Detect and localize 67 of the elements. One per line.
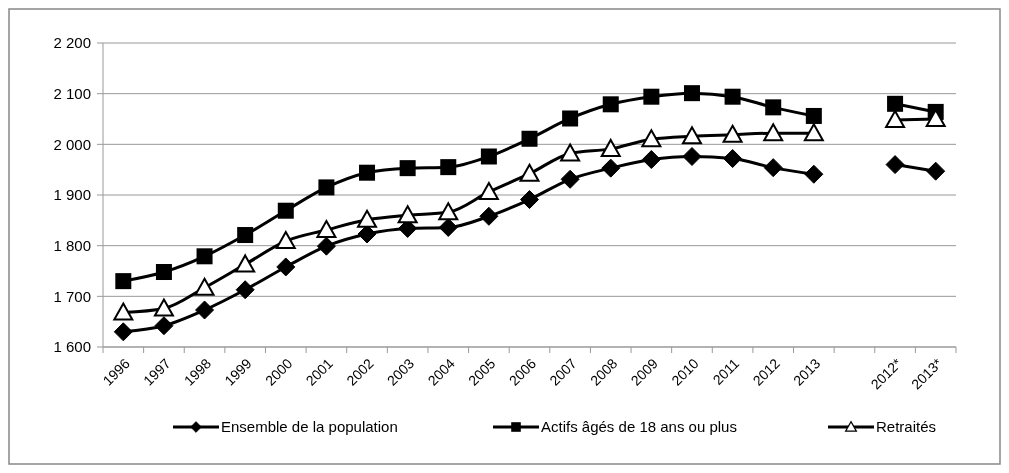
point <box>601 158 621 178</box>
point <box>438 217 458 237</box>
y-tick-label: 2 100 <box>53 84 91 102</box>
legend-label: Retraités <box>876 418 937 436</box>
y-tick-label: 2 200 <box>53 34 91 52</box>
point <box>359 164 376 181</box>
legend-label: Actifs âgés de 18 ans ou plus <box>541 418 737 436</box>
point <box>153 298 174 317</box>
point <box>113 302 134 321</box>
point <box>763 123 784 142</box>
point <box>641 150 661 170</box>
point <box>562 110 579 127</box>
point <box>765 99 782 116</box>
point <box>318 179 335 196</box>
point <box>560 143 581 162</box>
point <box>925 109 946 127</box>
point <box>154 316 174 336</box>
legend-label: Ensemble de la population <box>221 418 398 436</box>
point <box>438 202 459 221</box>
point <box>926 161 946 181</box>
point <box>682 146 702 166</box>
point <box>723 149 743 169</box>
point <box>600 138 621 157</box>
point <box>519 163 540 182</box>
point <box>521 130 538 147</box>
y-tick-label: 1 700 <box>53 287 91 305</box>
point <box>440 159 457 176</box>
point <box>316 236 336 256</box>
point <box>724 88 741 105</box>
point <box>641 129 662 148</box>
point <box>643 88 660 105</box>
point <box>113 322 133 342</box>
y-tick-label: 1 600 <box>53 338 91 356</box>
point <box>115 273 132 290</box>
point <box>804 164 824 184</box>
point <box>357 209 378 228</box>
point <box>683 85 700 102</box>
point <box>195 300 215 320</box>
point <box>480 148 497 165</box>
point <box>275 231 296 250</box>
point <box>237 227 254 244</box>
point <box>155 264 172 281</box>
y-tick-label: 1 800 <box>53 236 91 254</box>
y-tick-label: 1 900 <box>53 186 91 204</box>
point <box>681 126 702 145</box>
point <box>803 123 824 142</box>
point <box>316 219 337 238</box>
point <box>722 124 743 143</box>
point <box>478 181 499 200</box>
point <box>194 277 215 296</box>
point <box>520 190 539 210</box>
point <box>885 155 905 175</box>
point <box>763 158 783 178</box>
point <box>196 248 213 265</box>
point <box>479 206 499 226</box>
point <box>560 169 580 189</box>
point <box>276 257 296 277</box>
y-tick-label: 2 000 <box>53 135 91 153</box>
point <box>805 107 822 124</box>
point <box>602 96 619 113</box>
point <box>887 95 904 112</box>
point <box>277 202 294 219</box>
point <box>399 160 416 177</box>
point <box>885 110 906 129</box>
point <box>397 205 418 224</box>
point <box>235 280 255 300</box>
point <box>235 254 256 273</box>
